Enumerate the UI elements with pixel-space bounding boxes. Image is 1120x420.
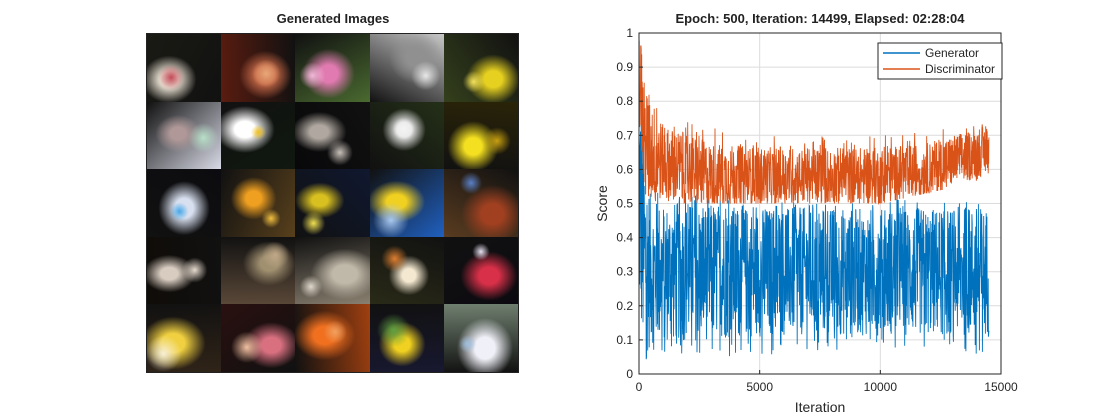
y-tick-label: 0.5 bbox=[616, 197, 633, 211]
y-tick-label: 0.6 bbox=[616, 162, 633, 176]
generated-image-tile bbox=[295, 169, 370, 237]
generated-image-tile bbox=[295, 101, 370, 170]
legend-label: Discriminator bbox=[925, 62, 995, 76]
generated-image-tile bbox=[369, 236, 444, 305]
y-tick-label: 0.7 bbox=[616, 128, 633, 142]
generated-image-tile bbox=[147, 304, 222, 372]
x-tick-label: 10000 bbox=[864, 380, 898, 394]
generated-image-tile bbox=[443, 169, 518, 237]
generated-image-tile bbox=[295, 236, 370, 305]
generated-image-tile bbox=[147, 236, 222, 305]
generated-image-tile bbox=[295, 34, 370, 102]
y-tick-label: 0.9 bbox=[616, 60, 633, 74]
y-tick-label: 0.3 bbox=[616, 265, 633, 279]
generated-image-tile bbox=[295, 304, 370, 372]
y-tick-label: 0.4 bbox=[616, 231, 633, 245]
chart-title: Epoch: 500, Iteration: 14499, Elapsed: 0… bbox=[675, 11, 965, 26]
legend-label: Generator bbox=[925, 46, 979, 60]
x-axis-label: Iteration bbox=[795, 399, 846, 415]
y-tick-label: 0.1 bbox=[616, 333, 633, 347]
generated-image-tile bbox=[221, 304, 296, 372]
generated-image-tile bbox=[369, 304, 444, 372]
generated-image-tile bbox=[443, 34, 518, 102]
generated-image-tile bbox=[221, 34, 296, 102]
generated-image-tile bbox=[221, 169, 296, 237]
y-tick-label: 0.2 bbox=[616, 299, 633, 313]
generated-image-tile bbox=[369, 101, 444, 170]
y-axis-label: Score bbox=[594, 185, 610, 222]
discriminator-series-line bbox=[638, 40, 990, 206]
generated-images-grid bbox=[146, 33, 519, 373]
x-tick-label: 5000 bbox=[746, 380, 773, 394]
generated-image-tile bbox=[221, 101, 296, 170]
y-tick-label: 0 bbox=[626, 367, 633, 381]
generated-image-tile bbox=[369, 169, 444, 237]
generated-images-title: Generated Images bbox=[276, 11, 390, 26]
generated-image-tile bbox=[369, 34, 444, 102]
generated-image-tile bbox=[221, 236, 296, 305]
legend-box bbox=[877, 42, 1003, 80]
y-tick-label: 1 bbox=[626, 26, 633, 40]
generated-image-tile bbox=[147, 169, 222, 237]
generated-image-tile bbox=[147, 34, 222, 102]
generated-image-tile bbox=[147, 101, 222, 170]
generated-image-tile bbox=[443, 101, 518, 170]
y-tick-label: 0.8 bbox=[616, 94, 633, 108]
x-tick-label: 0 bbox=[636, 380, 643, 394]
generator-series-line bbox=[638, 124, 990, 360]
x-tick-label: 15000 bbox=[984, 380, 1018, 394]
generated-image-tile bbox=[443, 236, 518, 305]
generated-image-tile bbox=[443, 304, 518, 372]
